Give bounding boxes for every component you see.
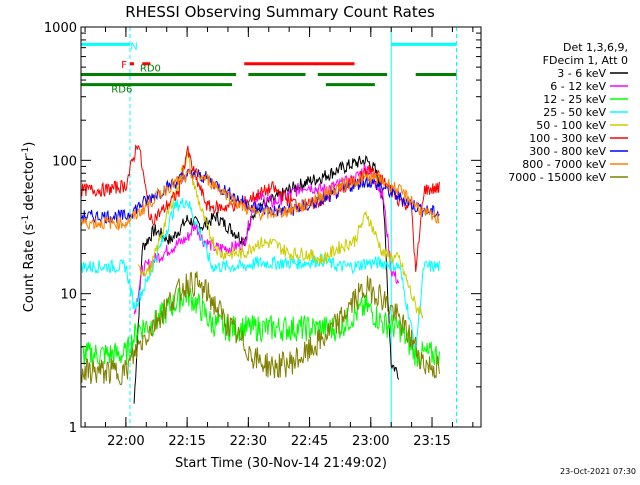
legend-header-2: FDecim 1, Att 0 [543,54,628,67]
status-bar-label: F [121,60,127,71]
series-line [80,271,440,386]
legend-label: 300 - 800 keV [529,145,606,158]
legend-label: 7000 - 15000 keV [508,171,606,184]
x-tick-label: 22:45 [291,434,328,449]
legend-label: 3 - 6 keV [557,67,606,80]
legend: Det 1,3,6,9, FDecim 1, Att 0 3 - 6 keV6 … [508,41,628,184]
plot-frame [80,26,482,428]
y-tick-label: 1 [69,421,77,436]
legend-label: 100 - 300 keV [529,132,606,145]
chart-title: RHESSI Observing Summary Count Rates [125,3,435,21]
status-bar-label: RD0 [140,64,161,75]
x-axis-label: Start Time (30-Nov-14 21:49:02) [175,456,387,471]
y-tick-label: 1000 [44,21,77,36]
x-tick-label: 23:00 [352,434,389,449]
footer-date: 23-Oct-2021 07:30 [560,467,636,476]
x-axis: 22:00 22:15 22:30 22:45 23:00 23:15 [84,27,474,449]
status-bar-label: N [130,41,137,52]
x-tick-label: 23:15 [413,434,450,449]
legend-label: 800 - 7000 keV [522,158,606,171]
y-tick-label: 10 [60,288,77,303]
legend-label: 50 - 100 keV [536,119,606,132]
series-line [137,150,424,320]
x-tick-label: 22:00 [107,434,144,449]
legend-label: 12 - 25 keV [543,93,606,106]
series-line [80,168,440,224]
y-tick-label: 100 [52,154,77,169]
legend-header-1: Det 1,3,6,9, [563,41,628,54]
series-line [80,282,440,368]
plot-area: NF RD0 RD6 [80,27,458,427]
y-axis-label: Count Rate (s-1 detector-1) [21,142,37,313]
series-line [80,167,440,232]
x-tick-label: 22:15 [168,434,205,449]
status-bar-label: RD6 [111,85,132,96]
x-tick-label: 22:30 [230,434,267,449]
legend-label: 6 - 12 keV [550,80,606,93]
legend-label: 25 - 50 keV [543,106,606,119]
series-line [80,197,440,350]
y-axis: 1 10 100 1000 [44,21,481,436]
